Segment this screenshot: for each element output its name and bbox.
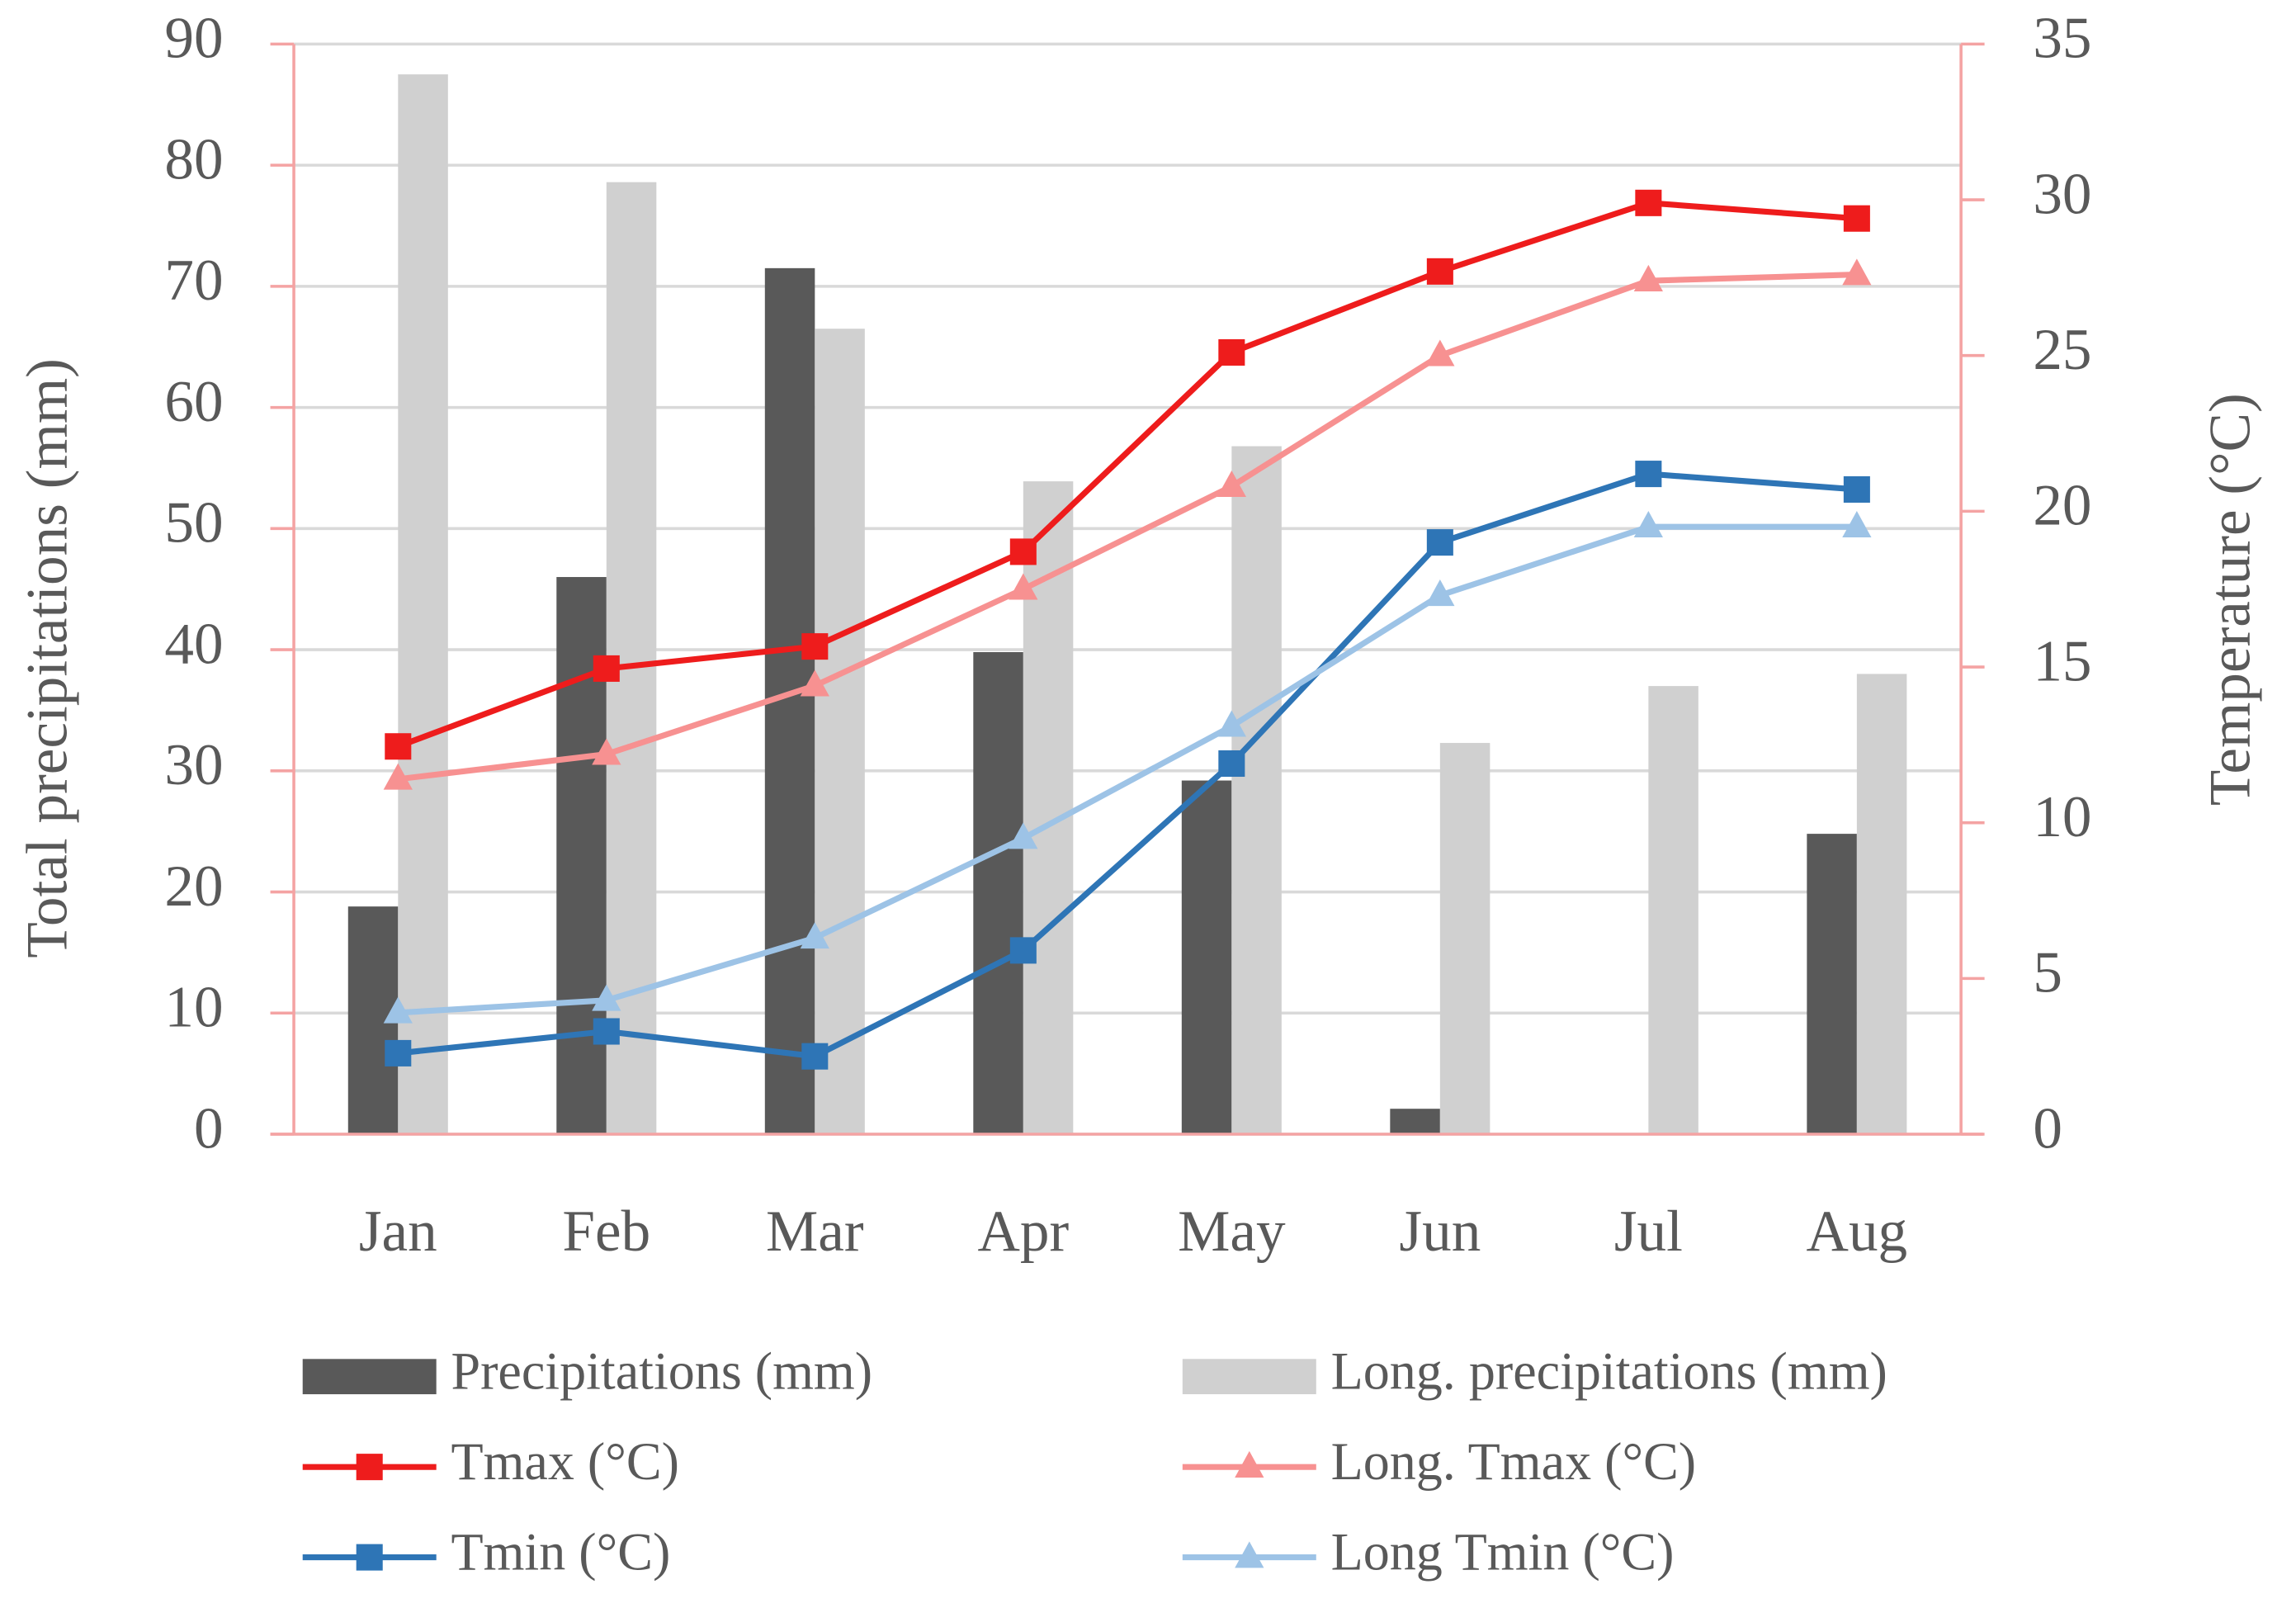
y2-tick-label: 5	[2033, 941, 2062, 1005]
x-tick-label: Jun	[1399, 1199, 1481, 1264]
marker	[1218, 750, 1245, 778]
legend: Precipitations (mm) Long. precipitations …	[302, 1341, 1887, 1581]
lines	[383, 189, 1872, 1070]
marker	[800, 669, 829, 697]
marker	[1009, 822, 1038, 849]
bar	[1856, 674, 1907, 1135]
y-tick-label: 50	[164, 491, 223, 556]
y2-tick-label: 15	[2033, 629, 2091, 693]
marker	[593, 1018, 620, 1045]
marker	[385, 733, 412, 760]
x-tick-label: Apr	[977, 1199, 1069, 1264]
bar	[398, 74, 448, 1135]
marker	[1217, 710, 1246, 737]
marker	[1633, 511, 1663, 538]
y-tick-label: 0	[194, 1096, 224, 1161]
marker	[801, 633, 829, 660]
bar	[1648, 686, 1698, 1135]
marker	[1009, 573, 1038, 600]
marker	[1635, 189, 1662, 216]
y2-tick-label: 35	[2033, 7, 2091, 71]
marker	[383, 996, 413, 1024]
marker	[1217, 470, 1246, 498]
y2-tick-label: 0	[2033, 1096, 2062, 1161]
y-tick-label: 80	[164, 127, 223, 192]
marker	[1842, 258, 1872, 286]
axes: 0 10 20 30 40 50 60 70 80 90 0 5 10 15 20 25 30 35 Jan Feb M…	[164, 7, 2091, 1264]
legend-swatch	[302, 1359, 437, 1395]
y-tick-label: 20	[164, 854, 223, 919]
marker	[1843, 205, 1870, 232]
y-axis-label: Total precipitations (mm)	[15, 358, 79, 958]
y2-tick-label: 30	[2033, 162, 2091, 226]
legend-marker	[356, 1454, 383, 1481]
marker	[1425, 339, 1455, 367]
marker	[1633, 264, 1663, 291]
marker	[1425, 579, 1455, 607]
legend-label: Tmin (°C)	[451, 1522, 670, 1581]
legend-marker	[356, 1544, 383, 1571]
marker	[1635, 461, 1662, 488]
y-tick-label: 90	[164, 7, 223, 71]
bar	[1807, 834, 1857, 1135]
marker	[1218, 338, 1245, 366]
marker	[1842, 511, 1872, 538]
y-tick-label: 30	[164, 733, 223, 797]
bars	[347, 74, 1907, 1135]
x-tick-label: Jul	[1614, 1199, 1683, 1264]
marker	[385, 1039, 412, 1066]
marker	[800, 922, 829, 949]
legend-marker	[1235, 1541, 1264, 1568]
legend-marker	[1235, 1450, 1264, 1478]
y-tick-label: 40	[164, 612, 223, 676]
marker	[383, 763, 413, 790]
line	[397, 200, 1858, 750]
marker	[592, 738, 621, 765]
marker	[1009, 538, 1037, 565]
marker	[592, 984, 621, 1011]
y-tick-label: 60	[164, 370, 223, 434]
legend-label: Tmax (°C)	[451, 1432, 678, 1491]
bar	[1439, 743, 1491, 1135]
y2-tick-label: 25	[2033, 318, 2091, 382]
y2-tick-label: 20	[2033, 474, 2091, 538]
bar	[1231, 446, 1282, 1135]
bar	[1390, 1109, 1440, 1135]
x-tick-label: May	[1178, 1199, 1286, 1264]
line	[397, 471, 1858, 1060]
y-tick-label: 70	[164, 248, 223, 313]
marker	[1426, 529, 1453, 556]
legend-label: Precipitations (mm)	[451, 1341, 872, 1400]
x-tick-label: Feb	[562, 1199, 650, 1264]
bar	[1181, 780, 1232, 1135]
marker	[1426, 258, 1453, 285]
legend-label: Long Tmin (°C)	[1331, 1522, 1675, 1581]
legend-label: Long. precipitations (mm)	[1331, 1341, 1887, 1400]
x-tick-label: Mar	[766, 1199, 864, 1264]
marker	[593, 655, 620, 682]
bar	[815, 329, 865, 1135]
line	[398, 523, 1857, 1016]
legend-label: Long. Tmax (°C)	[1331, 1432, 1697, 1491]
line	[397, 272, 1857, 783]
marker	[801, 1043, 829, 1070]
legend-swatch	[1182, 1359, 1316, 1395]
y2-tick-label: 10	[2033, 785, 2091, 849]
x-tick-label: Jan	[359, 1199, 437, 1264]
marker	[1843, 475, 1870, 503]
y-tick-label: 10	[164, 976, 223, 1040]
marker	[1009, 937, 1037, 964]
x-tick-label: Aug	[1807, 1199, 1908, 1264]
y2-axis-label: Temperature (°C)	[2198, 393, 2262, 806]
bar	[973, 652, 1023, 1135]
